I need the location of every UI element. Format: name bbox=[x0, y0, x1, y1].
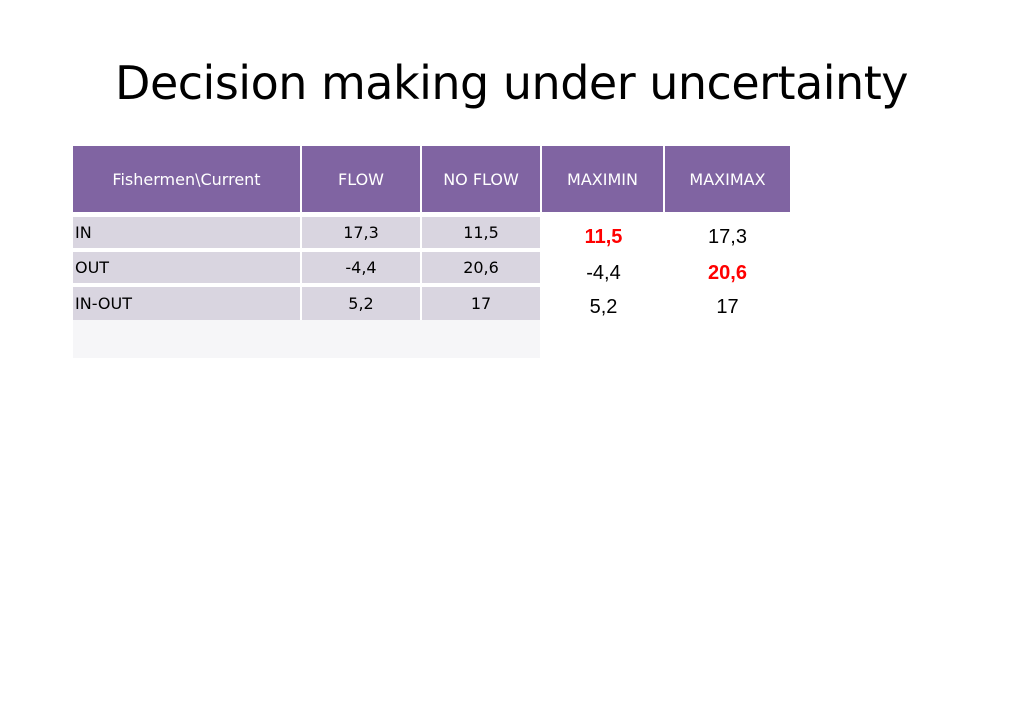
maximax-in-out: 17 bbox=[716, 296, 739, 318]
header-no-flow: NO FLOW bbox=[422, 146, 540, 212]
row-label-in-out: IN-OUT bbox=[73, 287, 302, 320]
cell-in-out-flow: 5,2 bbox=[302, 287, 422, 320]
maximin-in-out: 5,2 bbox=[589, 296, 618, 318]
maximin-in: 11,5 bbox=[584, 226, 623, 248]
cell-in-flow: 17,3 bbox=[302, 217, 422, 250]
cell-in-no-flow: 11,5 bbox=[422, 217, 540, 250]
cell-out-no-flow: 20,6 bbox=[422, 252, 540, 285]
maximax-out: 20,6 bbox=[708, 262, 747, 284]
maximin-out: -4,4 bbox=[586, 262, 621, 284]
header-flow: FLOW bbox=[302, 146, 422, 212]
header-maximin: MAXIMIN bbox=[542, 146, 665, 212]
header-fishermen-current: Fishermen\Current bbox=[73, 146, 302, 212]
row-label-out: OUT bbox=[73, 252, 302, 285]
maximax-in: 17,3 bbox=[708, 226, 747, 248]
cell-in-out-no-flow: 17 bbox=[422, 287, 540, 320]
row-label-in: IN bbox=[73, 217, 302, 250]
header-maximax: MAXIMAX bbox=[665, 146, 790, 212]
slide-title: Decision making under uncertainty bbox=[115, 56, 908, 110]
table-empty-area bbox=[73, 320, 540, 358]
cell-out-flow: -4,4 bbox=[302, 252, 422, 285]
